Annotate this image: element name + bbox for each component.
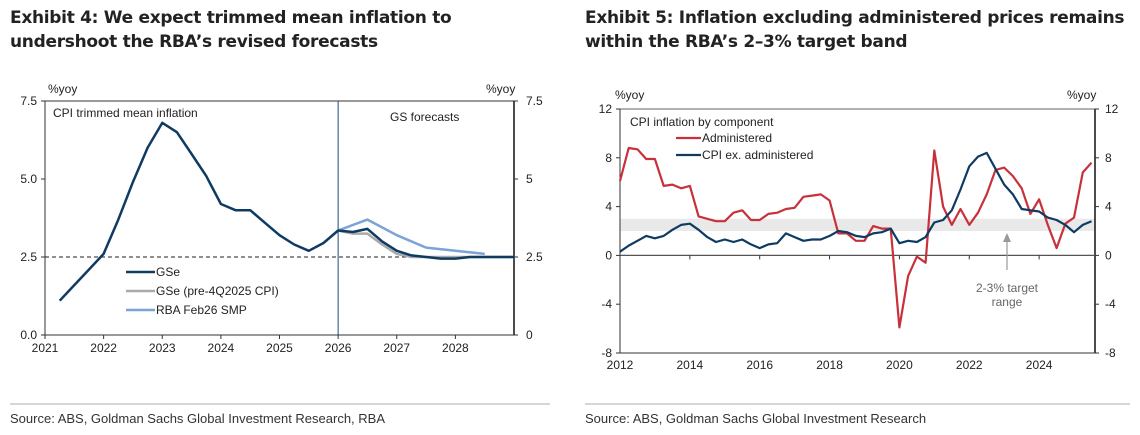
exhibit-4-source: Source: ABS, Goldman Sachs Global Invest… bbox=[10, 411, 386, 426]
y-tick-label-right: 0 bbox=[526, 328, 533, 342]
y-tick-label-left: 4 bbox=[605, 200, 612, 214]
x-tick-label: 2023 bbox=[149, 341, 176, 355]
legend-label-administered: Administered bbox=[702, 131, 772, 145]
y-tick-label-right: -8 bbox=[1105, 346, 1116, 360]
chart-inner-title: CPI trimmed mean inflation bbox=[53, 106, 198, 120]
x-tick-label: 2012 bbox=[607, 358, 634, 372]
y-tick-label-right: 0 bbox=[1105, 248, 1112, 262]
y-axis-label-left: %yoy bbox=[48, 82, 77, 96]
legend-label-gse-pre-4q2025-cpi: GSe (pre-4Q2025 CPI) bbox=[156, 284, 279, 298]
legend: GSe GSe (pre-4Q2025 CPI) RBA Feb26 SMP bbox=[126, 265, 279, 317]
y-axis-label-right: %yoy bbox=[1067, 88, 1096, 102]
y-tick-label-right: 2.5 bbox=[526, 250, 543, 264]
x-tick-label: 2025 bbox=[266, 341, 293, 355]
legend: Administered CPI ex. administered bbox=[676, 131, 813, 162]
exhibit-4-source-divider bbox=[10, 403, 550, 405]
exhibit-5-source: Source: ABS, Goldman Sachs Global Invest… bbox=[585, 411, 927, 426]
x-tick-label: 2014 bbox=[677, 358, 704, 372]
x-tick-label: 2016 bbox=[746, 358, 773, 372]
y-tick-label-left: -8 bbox=[601, 346, 612, 360]
y-tick-label-right: -4 bbox=[1105, 297, 1116, 311]
legend-label-cpi-ex-administered: CPI ex. administered bbox=[702, 148, 813, 162]
x-tick-label: 2028 bbox=[442, 341, 469, 355]
x-tick-label: 2021 bbox=[32, 341, 59, 355]
y-axis-label-left: %yoy bbox=[615, 88, 644, 102]
y-axis-label-right: %yoy bbox=[486, 82, 515, 96]
target-range-label-line1: 2-3% target bbox=[976, 281, 1039, 295]
series-line-gse bbox=[58, 121, 514, 302]
legend-label-gse: GSe bbox=[156, 265, 180, 279]
y-tick-label-left: 0.0 bbox=[20, 328, 37, 342]
y-tick-label-left: 8 bbox=[605, 151, 612, 165]
target-band bbox=[620, 218, 1095, 231]
y-tick-label-right: 12 bbox=[1105, 102, 1119, 116]
target-range-arrow-head bbox=[1003, 233, 1011, 242]
x-tick-label: 2024 bbox=[208, 341, 235, 355]
exhibit-5-source-divider bbox=[585, 403, 1130, 405]
x-tick-label: 2022 bbox=[956, 358, 983, 372]
y-tick-label-left: 0 bbox=[605, 248, 612, 262]
x-tick-label: 2024 bbox=[1026, 358, 1053, 372]
y-tick-label-left: 2.5 bbox=[20, 250, 37, 264]
legend-label-rba-feb26-smp: RBA Feb26 SMP bbox=[156, 303, 247, 317]
y-tick-label-right: 5 bbox=[526, 172, 533, 186]
y-tick-label-right: 4 bbox=[1105, 200, 1112, 214]
exhibit-4-chart: 0.0 2.5 5.0 7.5 0 2.5 5 7.5 %yoy %yoy 2021 2022 2023… bbox=[20, 82, 543, 355]
series-line-rba-feb26-smp bbox=[337, 218, 485, 256]
exhibit-4-plot: 0.0 2.5 5.0 7.5 0 2.5 5 7.5 %yoy %yoy 2021 2022 2023… bbox=[20, 82, 543, 355]
exhibit-5-title: Exhibit 5: Inflation excluding administe… bbox=[585, 8, 1125, 52]
x-tick-label: 2022 bbox=[90, 341, 117, 355]
chart-inner-title: CPI inflation by component bbox=[630, 115, 774, 129]
y-tick-label-left: 12 bbox=[599, 102, 613, 116]
x-tick-label: 2027 bbox=[383, 341, 410, 355]
forecast-label: GS forecasts bbox=[390, 110, 459, 124]
y-tick-label-left: 7.5 bbox=[20, 94, 37, 108]
y-tick-label-left: -4 bbox=[601, 297, 612, 311]
x-tick-label: 2018 bbox=[816, 358, 843, 372]
y-tick-label-left: 5.0 bbox=[20, 172, 37, 186]
y-tick-label-right: 7.5 bbox=[526, 94, 543, 108]
series-line-cpi-ex-administered bbox=[619, 151, 1092, 253]
target-range-label-line2: range bbox=[992, 295, 1023, 309]
x-tick-label: 2026 bbox=[325, 341, 352, 355]
x-tick-label: 2020 bbox=[886, 358, 913, 372]
y-tick-label-right: 8 bbox=[1105, 151, 1112, 165]
series-line-administered bbox=[618, 146, 1093, 329]
exhibit-4-title: Exhibit 4: We expect trimmed mean inflat… bbox=[10, 8, 452, 52]
